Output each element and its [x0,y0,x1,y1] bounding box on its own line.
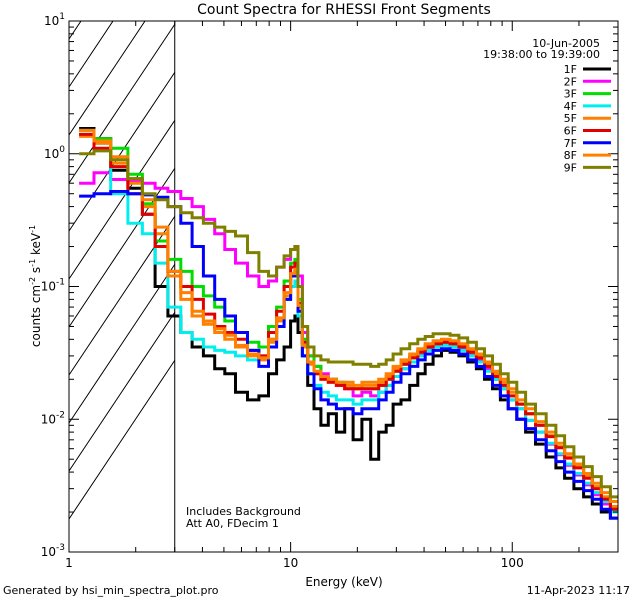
x-tick-label: 1 [65,556,73,570]
x-tick-label: 10 [283,556,298,570]
hatched-region [69,21,176,552]
plot-frame [68,20,619,553]
hatch-line [69,168,176,328]
y-tick-label: 10-3 [41,543,65,559]
legend-label-2f: 2F [564,75,577,88]
hatch-line [69,24,176,184]
footer-generated-by: Generated by hsi_min_spectra_plot.pro [3,584,219,597]
hatch-line [69,312,176,472]
time-range-label: 19:38:00 to 19:39:00 [483,48,600,61]
legend-label-4f: 4F [564,100,577,113]
y-tick-label: 101 [44,12,65,28]
hatch-line [69,72,176,232]
hatch-line [69,21,82,40]
series-line-6f [79,132,618,511]
y-label-main: counts cm [29,285,43,347]
y-label-sup2: -1 [28,259,37,267]
y-label-mid: s [29,267,43,277]
series-line-8f [79,128,618,503]
legend-label-7f: 7F [564,137,577,150]
axis-ticks: 1 10 100 101 100 10-1 10-2 10-3 [41,12,619,570]
legend-label-1f: 1F [564,63,577,76]
legend-label-8f: 8F [564,149,577,162]
y-label-sup3: -1 [28,225,37,233]
y-label-sup1: -2 [28,277,37,285]
footer-timestamp: 11-Apr-2023 11:17 [526,584,630,597]
x-axis-label: Energy (keV) [305,575,382,589]
date-label: 10-Jun-2005 [532,37,600,50]
y-tick-label: 100 [44,145,65,161]
series-line-9f [79,149,618,499]
y-tick-label: 10-1 [41,278,65,294]
legend-label-6f: 6F [564,125,577,138]
series-line-7f [79,190,618,520]
annotation-attenuator: Att A0, FDecim 1 [186,517,279,530]
hatch-line [69,360,176,520]
legend-label-5f: 5F [564,112,577,125]
series-line-2f [79,171,618,514]
y-tick-label: 10-2 [41,410,65,426]
series-lines [79,127,618,520]
annotation-background: Includes Background [186,505,301,518]
hatch-line [69,21,146,136]
hatch-line [69,216,176,376]
y-axis-label: counts cm-2 s-1 keV-1 [28,225,43,347]
hatch-line [69,120,176,280]
x-tick-label: 100 [501,556,524,570]
hatch-line [69,264,176,424]
chart-title: Count Spectra for RHESSI Front Segments [197,2,491,18]
legend-label-9f: 9F [564,161,577,174]
series-line-5f [79,134,618,508]
legend-label-3f: 3F [564,88,577,101]
hatch-line [69,21,114,88]
y-label-end: keV [29,232,43,259]
svg-text:counts cm-2 s-1 keV-1: counts cm-2 s-1 keV-1 [28,225,43,347]
